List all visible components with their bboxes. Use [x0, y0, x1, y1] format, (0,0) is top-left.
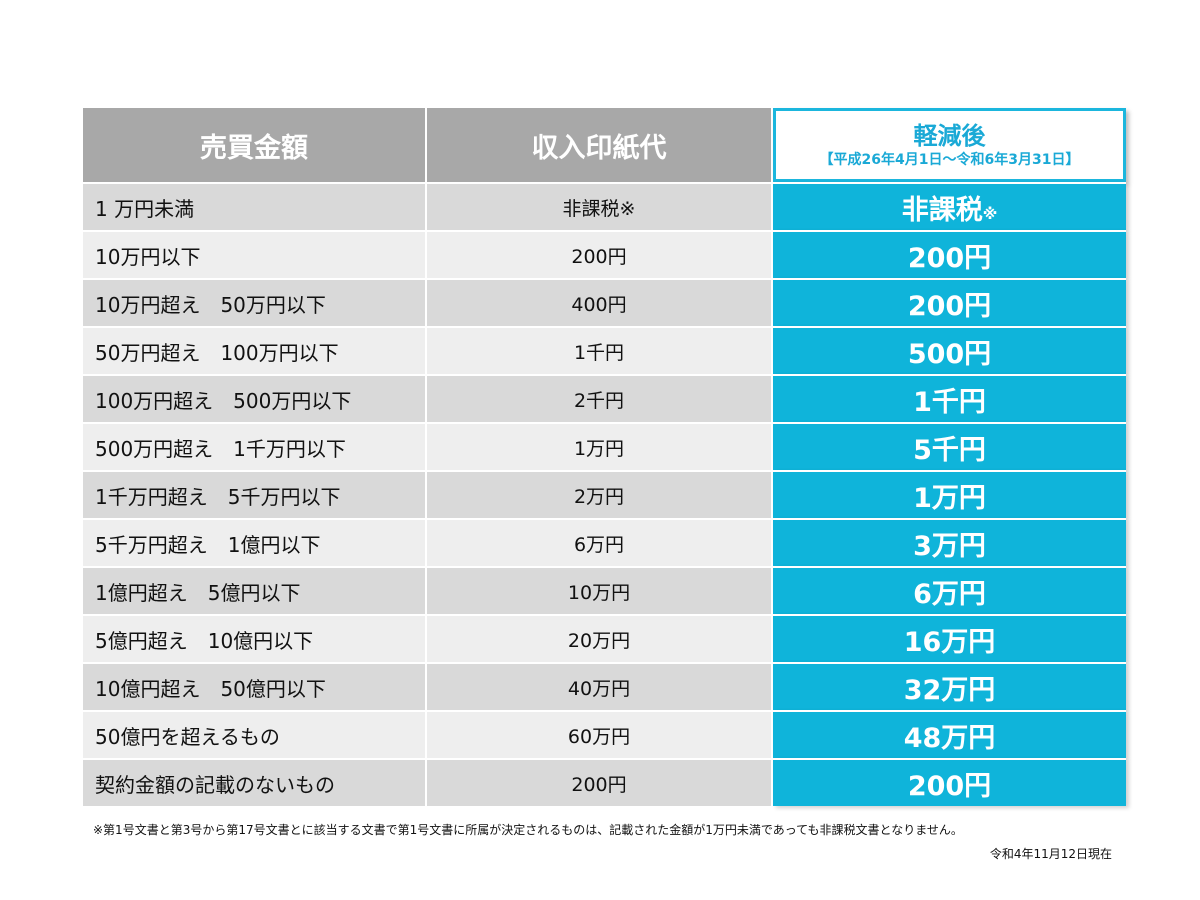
cell-amount: 10億円超え 50億円以下 [83, 662, 427, 710]
cell-amount: 5億円超え 10億円以下 [83, 614, 427, 662]
cell-reduced-value: 非課税 [901, 194, 983, 226]
header-reduced: 軽減後 【平成26年4月1日～令和6年3月31日】 [773, 108, 1126, 182]
stamp-duty-table-container: 売買金額 収入印紙代 軽減後 【平成26年4月1日～令和6年3月31日】 1 万… [83, 108, 1126, 806]
table-row: 5億円超え 10億円以下 20万円 16万円 [83, 614, 1126, 662]
cell-stamp: 60万円 [427, 710, 773, 758]
cell-amount: 10万円超え 50万円以下 [83, 278, 427, 326]
cell-reduced-value: 5千円 [913, 434, 986, 466]
cell-amount: 契約金額の記載のないもの [83, 758, 427, 806]
cell-amount: 50億円を超えるもの [83, 710, 427, 758]
table-row: 100万円超え 500万円以下 2千円 1千円 [83, 374, 1126, 422]
cell-amount: 1 万円未満 [83, 182, 427, 230]
cell-reduced-value: 16万円 [903, 626, 996, 658]
table-row: 50万円超え 100万円以下 1千円 500円 [83, 326, 1126, 374]
table-row: 1億円超え 5億円以下 10万円 6万円 [83, 566, 1126, 614]
cell-stamp: 1千円 [427, 326, 773, 374]
cell-reduced-value: 200円 [907, 242, 992, 274]
cell-reduced-value: 48万円 [903, 722, 996, 754]
cell-reduced: 5千円 [773, 422, 1126, 470]
cell-reduced-value: 1千円 [913, 386, 986, 418]
cell-reduced-value: 200円 [907, 770, 992, 802]
header-stamp: 収入印紙代 [427, 108, 773, 182]
cell-reduced-value: 32万円 [903, 674, 996, 706]
cell-amount: 500万円超え 1千万円以下 [83, 422, 427, 470]
table-row: 10万円以下 200円 200円 [83, 230, 1126, 278]
header-reduced-period: 【平成26年4月1日～令和6年3月31日】 [819, 152, 1080, 168]
cell-reduced: 6万円 [773, 566, 1126, 614]
cell-amount: 100万円超え 500万円以下 [83, 374, 427, 422]
cell-reduced: 1千円 [773, 374, 1126, 422]
table-row: 契約金額の記載のないもの 200円 200円 [83, 758, 1126, 806]
cell-stamp: 2万円 [427, 470, 773, 518]
as-of-date: 令和4年11月12日現在 [989, 847, 1112, 861]
cell-stamp: 20万円 [427, 614, 773, 662]
stamp-duty-table: 売買金額 収入印紙代 軽減後 【平成26年4月1日～令和6年3月31日】 1 万… [83, 108, 1126, 806]
cell-reduced-value: 3万円 [913, 530, 986, 562]
cell-amount: 50万円超え 100万円以下 [83, 326, 427, 374]
cell-reduced: 200円 [773, 230, 1126, 278]
cell-reduced: 16万円 [773, 614, 1126, 662]
cell-stamp: 200円 [427, 230, 773, 278]
cell-reduced: 200円 [773, 758, 1126, 806]
table-header-row: 売買金額 収入印紙代 軽減後 【平成26年4月1日～令和6年3月31日】 [83, 108, 1126, 182]
cell-reduced: 1万円 [773, 470, 1126, 518]
table-row: 5千万円超え 1億円以下 6万円 3万円 [83, 518, 1126, 566]
table-row: 10億円超え 50億円以下 40万円 32万円 [83, 662, 1126, 710]
cell-stamp: 400円 [427, 278, 773, 326]
cell-amount: 1億円超え 5億円以下 [83, 566, 427, 614]
cell-reduced-value: 200円 [907, 290, 992, 322]
cell-stamp: 1万円 [427, 422, 773, 470]
cell-reduced: 500円 [773, 326, 1126, 374]
cell-reduced: 3万円 [773, 518, 1126, 566]
header-amount: 売買金額 [83, 108, 427, 182]
table-row: 500万円超え 1千万円以下 1万円 5千円 [83, 422, 1126, 470]
table-body: 1 万円未満 非課税※ 非課税※ 10万円以下 200円 200円 10万円超え… [83, 182, 1126, 806]
cell-reduced: 32万円 [773, 662, 1126, 710]
cell-stamp: 非課税※ [427, 182, 773, 230]
cell-amount: 10万円以下 [83, 230, 427, 278]
cell-stamp: 2千円 [427, 374, 773, 422]
cell-reduced: 200円 [773, 278, 1126, 326]
cell-stamp: 6万円 [427, 518, 773, 566]
cell-amount: 1千万円超え 5千万円以下 [83, 470, 427, 518]
cell-stamp: 200円 [427, 758, 773, 806]
cell-amount: 5千万円超え 1億円以下 [83, 518, 427, 566]
cell-reduced: 非課税※ [773, 182, 1126, 230]
cell-reduced-mark: ※ [982, 204, 998, 223]
footnote: ※第1号文書と第3号から第17号文書とに該当する文書で第1号文書に所属が決定され… [93, 823, 963, 837]
cell-reduced: 48万円 [773, 710, 1126, 758]
table-row: 1 万円未満 非課税※ 非課税※ [83, 182, 1126, 230]
table-row: 10万円超え 50万円以下 400円 200円 [83, 278, 1126, 326]
cell-reduced-value: 6万円 [913, 578, 986, 610]
table-row: 50億円を超えるもの 60万円 48万円 [83, 710, 1126, 758]
cell-stamp: 40万円 [427, 662, 773, 710]
cell-reduced-value: 500円 [907, 338, 992, 370]
header-reduced-title: 軽減後 [913, 122, 986, 150]
table-row: 1千万円超え 5千万円以下 2万円 1万円 [83, 470, 1126, 518]
cell-stamp: 10万円 [427, 566, 773, 614]
cell-reduced-value: 1万円 [913, 482, 986, 514]
